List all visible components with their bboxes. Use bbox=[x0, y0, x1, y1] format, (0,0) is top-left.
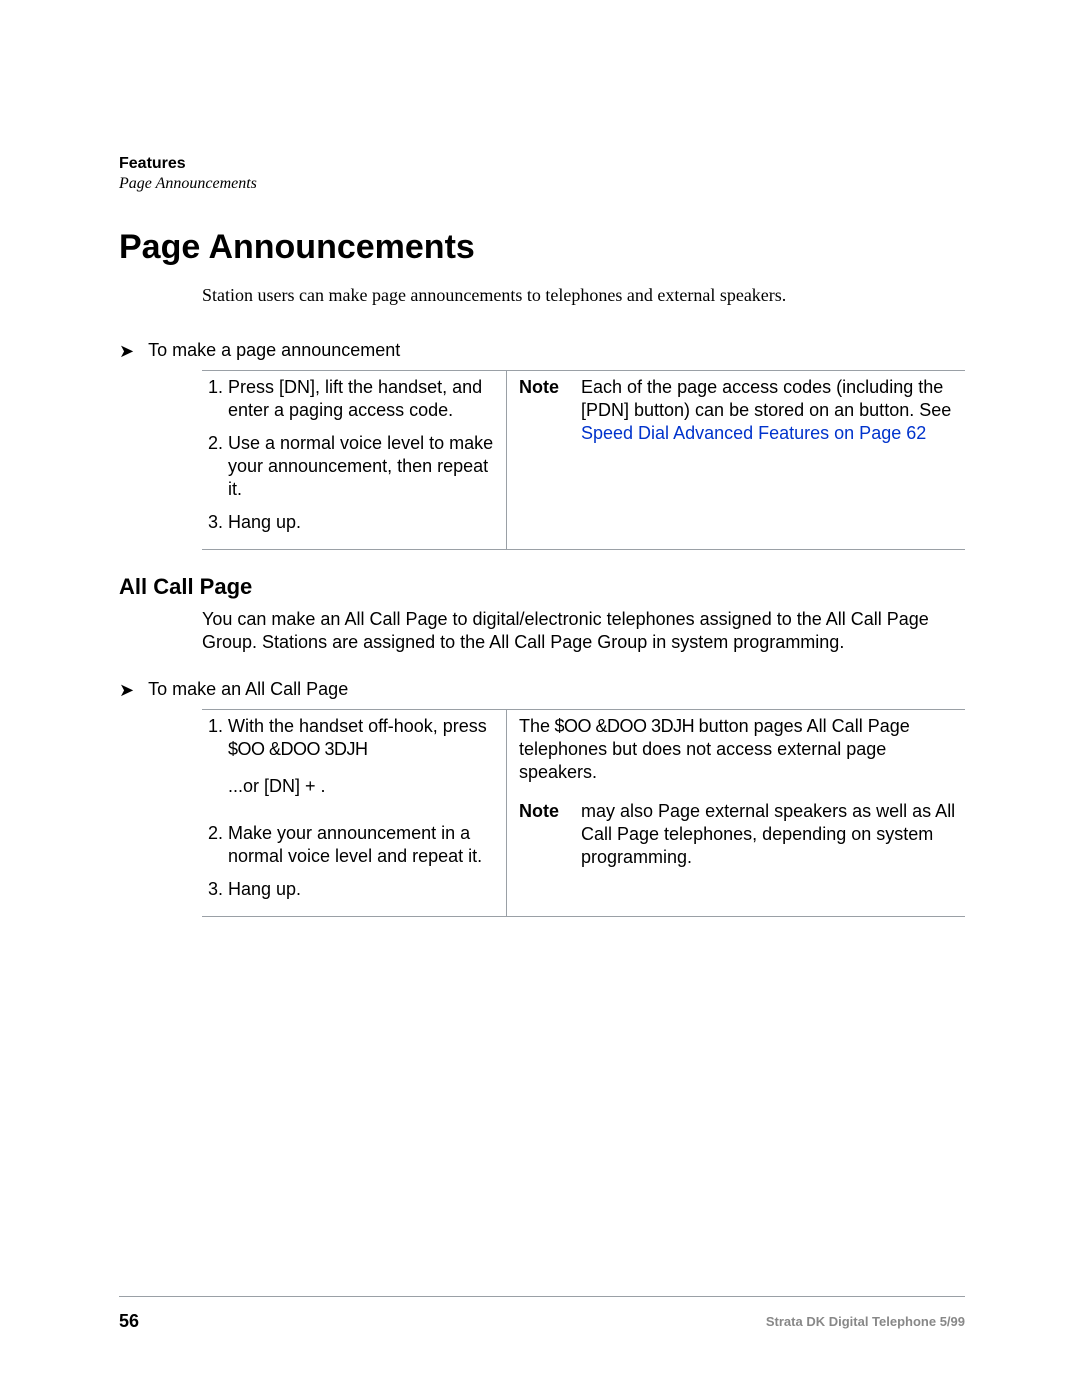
note-label: Note bbox=[519, 376, 581, 445]
step-item: With the handset off-hook, press $OO &DO… bbox=[228, 715, 494, 798]
procedure-2-steps: With the handset off-hook, press $OO &DO… bbox=[202, 715, 494, 911]
step-alt-text: ...or [DN] + . bbox=[228, 775, 494, 798]
procedure-1-table: Press [DN], lift the handset, and enter … bbox=[202, 376, 965, 544]
step-item: Hang up. bbox=[228, 878, 494, 901]
procedure-heading-2: ➤ To make an All Call Page bbox=[119, 679, 965, 700]
procedure-2-table: With the handset off-hook, press $OO &DO… bbox=[202, 715, 965, 911]
arrow-icon: ➤ bbox=[119, 681, 134, 699]
right-text-1: The $OO &DOO 3DJH button pages All Call … bbox=[519, 715, 965, 784]
note-label: Note bbox=[519, 800, 581, 869]
subsection-heading: All Call Page bbox=[119, 574, 965, 600]
step-item: Make your announcement in a normal voice… bbox=[228, 822, 494, 868]
note-text: Each of the page access codes (including… bbox=[581, 377, 951, 420]
column-divider bbox=[506, 709, 507, 917]
step-item: Press [DN], lift the handset, and enter … bbox=[228, 376, 494, 422]
procedure-heading-1-text: To make a page announcement bbox=[148, 340, 400, 361]
note-body: may also Page external speakers as well … bbox=[581, 800, 965, 869]
procedure-2-right: The $OO &DOO 3DJH button pages All Call … bbox=[519, 715, 965, 911]
procedure-1-steps: Press [DN], lift the handset, and enter … bbox=[202, 376, 494, 544]
page-title: Page Announcements bbox=[119, 228, 965, 267]
right-text-prefix: The bbox=[519, 716, 550, 736]
column-divider bbox=[506, 370, 507, 550]
document-page: Features Page Announcements Page Announc… bbox=[0, 0, 1080, 1397]
page-number: 56 bbox=[119, 1311, 139, 1332]
intro-paragraph: Station users can make page announcement… bbox=[202, 285, 965, 306]
footer-doc-title: Strata DK Digital Telephone 5/99 bbox=[766, 1314, 965, 1329]
button-glyph: $OO &DOO 3DJH bbox=[228, 739, 368, 759]
step-item: Use a normal voice level to make your an… bbox=[228, 432, 494, 501]
running-header-section: Features bbox=[119, 155, 965, 173]
procedure-heading-2-text: To make an All Call Page bbox=[148, 679, 348, 700]
footer-rule bbox=[119, 1296, 965, 1297]
note-body: Each of the page access codes (including… bbox=[581, 376, 965, 445]
arrow-icon: ➤ bbox=[119, 342, 134, 360]
cross-reference-link[interactable]: Speed Dial Advanced Features on Page 62 bbox=[581, 423, 926, 443]
step-text: With the handset off-hook, press bbox=[228, 716, 487, 736]
subsection-intro: You can make an All Call Page to digital… bbox=[202, 608, 965, 654]
step-item: Hang up. bbox=[228, 511, 494, 534]
procedure-heading-1: ➤ To make a page announcement bbox=[119, 340, 965, 361]
running-header-subsection: Page Announcements bbox=[119, 175, 965, 193]
procedure-1-note: Note Each of the page access codes (incl… bbox=[519, 376, 965, 544]
button-glyph: $OO &DOO 3DJH bbox=[550, 716, 699, 736]
